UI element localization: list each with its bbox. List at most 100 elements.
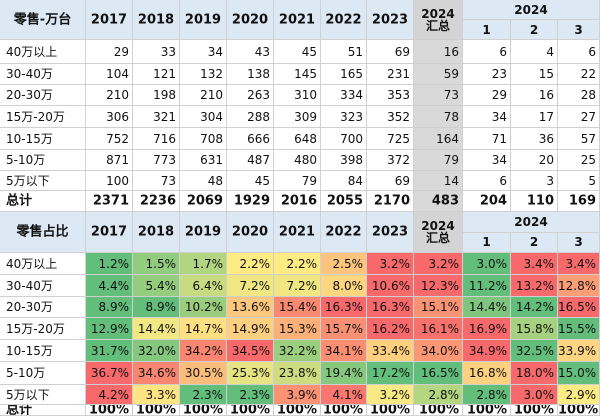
- data-cell: 304: [180, 106, 227, 128]
- data-cell: 15.3%: [274, 318, 321, 340]
- month-cell: 34.9%: [463, 340, 511, 362]
- year-header: 2020: [227, 0, 274, 40]
- data-cell: 372: [367, 150, 414, 171]
- data-cell: 16.2%: [367, 318, 414, 340]
- month-cell: 3.0%: [463, 253, 511, 275]
- data-cell: 23.8%: [274, 362, 321, 385]
- total-cell: 2069: [180, 191, 227, 212]
- year-header: 2023: [367, 212, 414, 253]
- total-cell: 2170: [367, 191, 414, 212]
- data-cell: 871: [86, 150, 133, 171]
- month-cell: 29: [463, 85, 511, 106]
- data-cell: 210: [180, 85, 227, 106]
- month-cell: 16.5%: [558, 297, 600, 318]
- data-cell: 198: [133, 85, 180, 106]
- month-cell: 20: [511, 150, 558, 171]
- data-cell: 6.4%: [180, 275, 227, 297]
- month-cell: 71: [463, 128, 511, 150]
- month-cell: 3.4%: [511, 253, 558, 275]
- data-cell: 12.9%: [86, 318, 133, 340]
- month-header: 2: [511, 232, 558, 253]
- data-cell: 334: [321, 85, 367, 106]
- data-cell: 1.2%: [86, 253, 133, 275]
- row-label: 5-10万: [0, 150, 86, 171]
- data-cell: 210: [86, 85, 133, 106]
- sum-cell: 59: [414, 64, 463, 85]
- data-cell: 34: [180, 40, 227, 64]
- data-cell: 725: [367, 128, 414, 150]
- data-cell: 353: [367, 85, 414, 106]
- month-cell: 18.0%: [511, 362, 558, 385]
- month-group-header: 2024: [463, 212, 600, 233]
- data-cell: 32.0%: [133, 340, 180, 362]
- data-cell: 4.2%: [86, 385, 133, 405]
- data-cell: 7.2%: [227, 275, 274, 297]
- data-cell: 43: [227, 40, 274, 64]
- data-cell: 69: [367, 171, 414, 191]
- data-cell: 4.4%: [86, 275, 133, 297]
- month-cell: 34: [463, 106, 511, 128]
- month-cell: 33.9%: [558, 340, 600, 362]
- sum-cell: 16: [414, 40, 463, 64]
- data-cell: 708: [180, 128, 227, 150]
- month-cell: 12.8%: [558, 275, 600, 297]
- data-cell: 3.2%: [367, 253, 414, 275]
- data-cell: 34.2%: [180, 340, 227, 362]
- year-header: 2019: [180, 212, 227, 253]
- sum-cell: 3.2%: [414, 253, 463, 275]
- year-header: 2022: [321, 212, 367, 253]
- row-label: 40万以上: [0, 40, 86, 64]
- data-cell: 8.0%: [321, 275, 367, 297]
- data-cell: 84: [321, 171, 367, 191]
- month-cell: 3.0%: [511, 385, 558, 405]
- sum-cell: 2.8%: [414, 385, 463, 405]
- total-month-cell: 100%: [558, 405, 600, 416]
- year-header: 2019: [180, 0, 227, 40]
- data-cell: 10.2%: [180, 297, 227, 318]
- year-header: 2020: [227, 212, 274, 253]
- sum-header: 2024 汇总: [414, 212, 463, 253]
- year-header: 2023: [367, 0, 414, 40]
- sum-cell: 79: [414, 150, 463, 171]
- data-cell: 309: [274, 106, 321, 128]
- total-month-cell: 100%: [511, 405, 558, 416]
- sum-header: 2024 汇总: [414, 0, 463, 40]
- data-cell: 2.2%: [227, 253, 274, 275]
- data-cell: 666: [227, 128, 274, 150]
- data-cell: 51: [321, 40, 367, 64]
- data-cell: 30.5%: [180, 362, 227, 385]
- month-header: 3: [558, 232, 600, 253]
- data-cell: 487: [227, 150, 274, 171]
- month-cell: 16.9%: [463, 318, 511, 340]
- month-cell: 16.8%: [463, 362, 511, 385]
- data-cell: 132: [180, 64, 227, 85]
- total-cell: 100%: [321, 405, 367, 416]
- data-cell: 34.5%: [227, 340, 274, 362]
- data-cell: 321: [133, 106, 180, 128]
- total-sum-cell: 483: [414, 191, 463, 212]
- data-cell: 79: [274, 171, 321, 191]
- sum-cell: 164: [414, 128, 463, 150]
- data-cell: 3.2%: [367, 385, 414, 405]
- data-cell: 10.6%: [367, 275, 414, 297]
- total-cell: 100%: [367, 405, 414, 416]
- data-cell: 310: [274, 85, 321, 106]
- year-header: 2021: [274, 0, 321, 40]
- data-cell: 398: [321, 150, 367, 171]
- year-header: 2021: [274, 212, 321, 253]
- data-cell: 231: [367, 64, 414, 85]
- row-label: 10-15万: [0, 340, 86, 362]
- total-cell: 100%: [180, 405, 227, 416]
- data-cell: 104: [86, 64, 133, 85]
- sum-cell: 12.3%: [414, 275, 463, 297]
- row-label: 5万以下: [0, 171, 86, 191]
- data-cell: 2.3%: [180, 385, 227, 405]
- data-cell: 323: [321, 106, 367, 128]
- total-month-cell: 100%: [463, 405, 511, 416]
- data-cell: 8.9%: [86, 297, 133, 318]
- month-cell: 14.2%: [511, 297, 558, 318]
- sum-cell: 34.0%: [414, 340, 463, 362]
- data-cell: 29: [86, 40, 133, 64]
- data-cell: 121: [133, 64, 180, 85]
- data-cell: 3.9%: [274, 385, 321, 405]
